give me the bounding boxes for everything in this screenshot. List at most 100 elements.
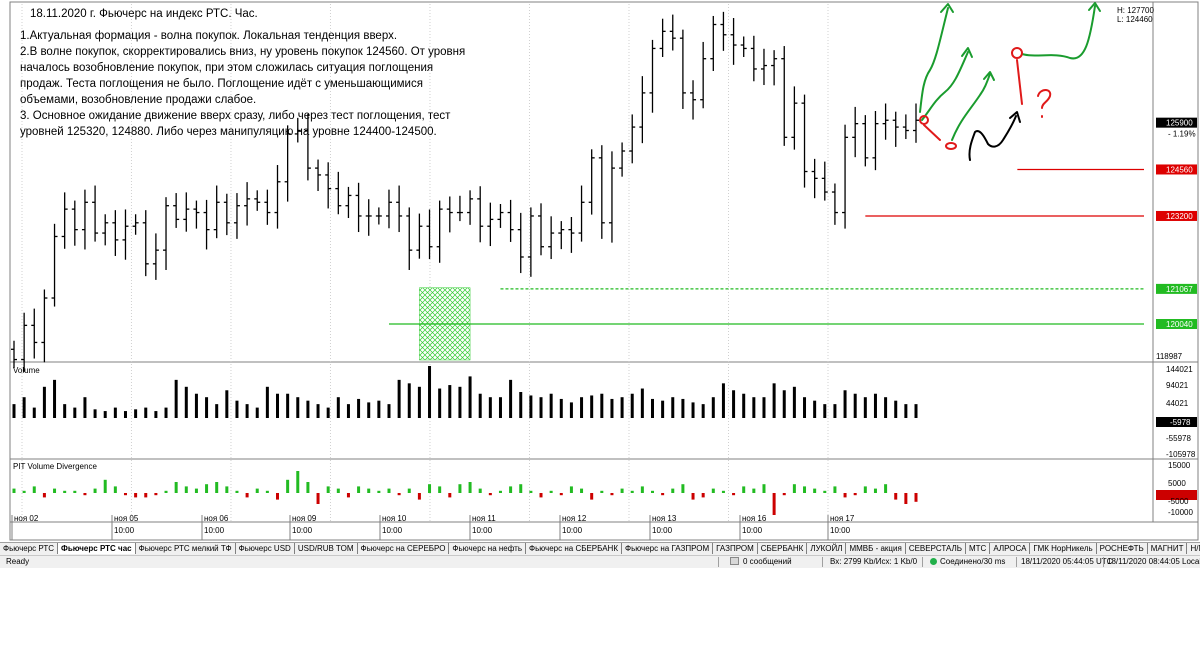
divergence-bar — [245, 493, 249, 498]
red-arrow-1 — [923, 124, 941, 141]
divergence-bar — [367, 488, 371, 493]
divergence-bar — [326, 486, 330, 493]
divergence-bar — [144, 493, 148, 498]
divergence-bar — [661, 493, 665, 496]
level-label-123200: 123200 — [1166, 212, 1193, 221]
price-change-label: - 1.19% — [1168, 130, 1196, 139]
divergence-bar — [103, 479, 107, 493]
green-arrow-2-head — [961, 47, 973, 58]
tab-12[interactable]: ММВБ - акция — [846, 543, 906, 554]
tab-15[interactable]: АЛРОСА — [990, 543, 1031, 554]
divergence-bar — [559, 493, 563, 496]
divergence-bar — [732, 493, 736, 496]
divergence-bar — [134, 493, 138, 498]
x-date-label: ноя 11 — [472, 514, 496, 523]
divergence-bar — [154, 493, 158, 496]
divergence-bar — [205, 484, 209, 493]
tab-4[interactable]: USD/RUB TOM — [295, 543, 358, 554]
green-arrow-3 — [951, 73, 991, 141]
level-label-120040: 120040 — [1166, 320, 1193, 329]
divergence-bar — [752, 488, 756, 493]
x-date-label: ноя 13 — [652, 514, 677, 523]
level-marker-124560 — [1156, 164, 1197, 175]
green-arrow-1-head — [940, 3, 954, 13]
volume-bar — [650, 398, 654, 418]
volume-bar — [103, 411, 107, 418]
divergence-bar — [225, 486, 229, 493]
level-marker-120040 — [1156, 319, 1197, 329]
divergence-bar — [904, 493, 908, 504]
volume-bar — [782, 390, 786, 418]
green-curve-head — [1088, 2, 1101, 12]
divergence-bar — [63, 490, 67, 493]
volume-bar — [803, 397, 807, 418]
divergence-bar — [894, 493, 898, 500]
divergence-bar — [742, 486, 746, 493]
volume-bar — [580, 397, 584, 418]
volume-bar — [681, 398, 685, 418]
divergence-tick: -5000 — [1168, 497, 1189, 506]
divergence-bar — [681, 484, 685, 493]
volume-bar — [154, 411, 158, 418]
divergence-bar — [32, 486, 36, 493]
tab-5[interactable]: Фьючерс на СЕРЕБРО — [358, 543, 450, 554]
x-time-label: 10:00 — [562, 526, 583, 535]
tab-10[interactable]: СБЕРБАНК — [758, 543, 808, 554]
tab-17[interactable]: РОСНЕФТЬ — [1097, 543, 1148, 554]
volume-bar — [83, 397, 87, 418]
status-messages[interactable]: 0 сообщений — [730, 556, 792, 568]
tab-1[interactable]: Фьючерс РТС час — [58, 543, 136, 554]
volume-bar — [478, 393, 482, 418]
volume-bar — [468, 376, 472, 418]
volume-bar — [53, 379, 57, 418]
tab-3[interactable]: Фьючерс USD — [236, 543, 295, 554]
volume-bar — [215, 404, 219, 418]
divergence-bar — [113, 486, 117, 493]
volume-bar — [417, 386, 421, 418]
volume-bar — [134, 409, 138, 418]
tab-0[interactable]: Фьючерс РТС — [0, 543, 59, 554]
volume-bar — [691, 402, 695, 418]
tab-19[interactable]: Н/МК — [1187, 543, 1200, 554]
volume-bar — [438, 388, 442, 418]
volume-bar — [610, 398, 614, 418]
status-separator — [922, 557, 923, 567]
tab-13[interactable]: СЕВЕРСТАЛЬ — [906, 543, 966, 554]
volume-bar — [630, 393, 634, 418]
divergence-bar — [488, 493, 492, 496]
tab-6[interactable]: Фьючерс на нефть — [449, 543, 526, 554]
x-date-label: ноя 02 — [14, 514, 39, 523]
tab-18[interactable]: МАГНИТ — [1148, 543, 1188, 554]
volume-bar — [184, 386, 188, 418]
red-circle-2 — [945, 142, 957, 150]
tab-9[interactable]: ГАЗПРОМ — [713, 543, 758, 554]
analysis-title: 18.11.2020 г. Фьючерс на индекс РТС. Час… — [30, 8, 258, 20]
tab-14[interactable]: МТС — [966, 543, 991, 554]
divergence-bar — [468, 482, 472, 493]
divergence-bar — [194, 488, 198, 493]
divergence-bar — [843, 493, 847, 498]
volume-tick: 144021 — [1166, 365, 1193, 374]
tab-8[interactable]: Фьючерс на ГАЗПРОМ — [622, 543, 714, 554]
volume-bar — [63, 404, 67, 418]
level-label-121067: 121067 — [1166, 285, 1193, 294]
divergence-bar — [590, 493, 594, 500]
divergence-bar — [549, 490, 553, 493]
divergence-bar — [387, 488, 391, 493]
chart-frame — [9, 1, 1199, 541]
volume-bar — [174, 379, 178, 418]
instrument-tabs: Фьючерс РТС Фьючерс РТС час Фьючерс РТС ме… — [0, 542, 1200, 555]
tab-16[interactable]: ГМК НорНикель — [1030, 543, 1097, 554]
x-time-label: 10:00 — [830, 526, 851, 535]
volume-bar — [73, 407, 77, 418]
divergence-bar — [772, 493, 776, 515]
red-circle-3 — [1011, 47, 1023, 59]
x-date-label: ноя 12 — [562, 514, 587, 523]
tab-7[interactable]: Фьючерс на СБЕРБАНК — [526, 543, 622, 554]
divergence-bars — [12, 471, 918, 515]
volume-bar — [164, 407, 168, 418]
tab-11[interactable]: ЛУКОЙЛ — [807, 543, 847, 554]
tab-2[interactable]: Фьючерс РТС мелкий ТФ — [136, 543, 236, 554]
volume-bar — [407, 383, 411, 418]
